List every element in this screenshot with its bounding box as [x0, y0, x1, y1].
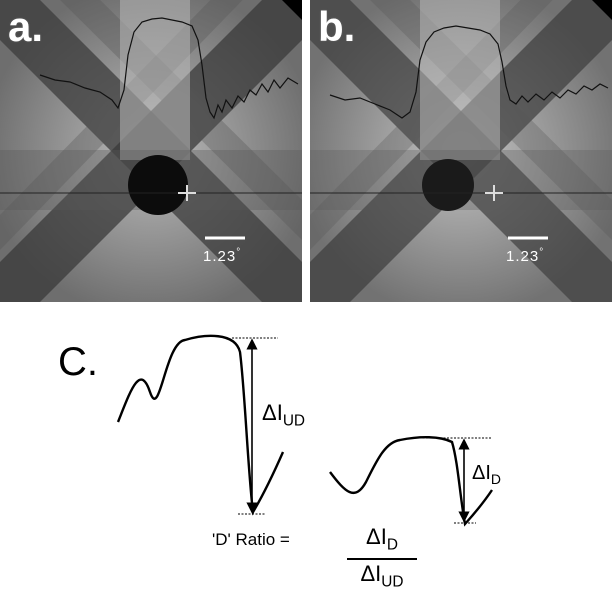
scale-unit-a: °	[236, 247, 242, 258]
panel-label-b: b.	[318, 3, 356, 50]
micrograph-panel-b: b. 1.23°	[310, 0, 612, 302]
diagram-label-c: C.	[58, 340, 98, 384]
micrograph-panel-a: a. 1.23°	[0, 0, 302, 302]
scale-value-a: 1.23	[203, 248, 237, 265]
scale-value-b: 1.23	[506, 248, 540, 265]
delta-large-symbol: ΔI	[262, 400, 283, 425]
ratio-formula-label: 'D' Ratio =	[212, 530, 290, 549]
ratio-numerator-subscript: D	[386, 536, 398, 554]
ratio-denominator-subscript: UD	[381, 573, 404, 591]
ratio-denominator: ΔIUD	[347, 558, 417, 596]
scale-unit-b: °	[539, 247, 545, 258]
diffraction-pattern-b	[310, 0, 612, 302]
delta-small-symbol: ΔI	[472, 462, 491, 484]
delta-small-subscript: D	[490, 471, 502, 487]
intensity-ratio-diagram	[116, 334, 493, 527]
scale-label-a: 1.23°	[203, 247, 241, 265]
delta-large-label: ΔIUD	[262, 400, 305, 430]
ratio-denominator-symbol: ΔI	[360, 561, 382, 587]
ratio-numerator: ΔID	[347, 524, 417, 558]
panel-label-a: a.	[8, 3, 44, 50]
large-profile-curve	[116, 334, 285, 516]
ratio-numerator-symbol: ΔI	[366, 524, 387, 549]
small-profile-curve	[329, 436, 493, 527]
diffraction-pattern-a	[0, 0, 302, 302]
scale-label-b: 1.23°	[506, 247, 544, 265]
delta-large-subscript: UD	[282, 412, 306, 430]
delta-small-label: ΔID	[472, 462, 501, 487]
ratio-fraction: ΔID ΔIUD	[347, 524, 417, 597]
